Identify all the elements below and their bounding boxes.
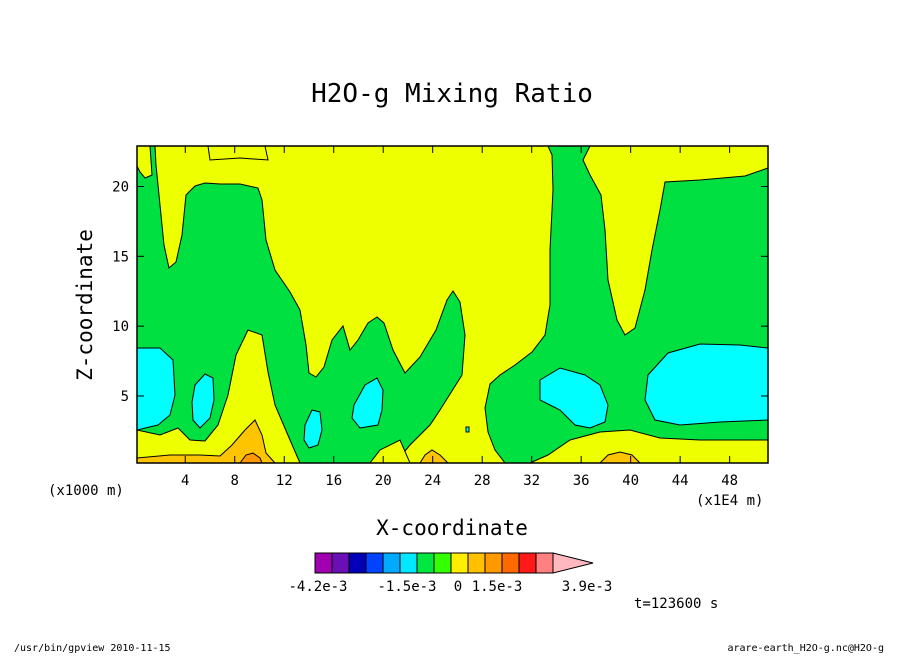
y-axis-title: Z-coordinate [73,229,97,381]
y-tick-label: 20 [112,179,129,195]
cyan-region-left-edge [137,347,176,431]
x-tick-label: 48 [721,473,738,489]
colorbar-swatch [450,552,469,574]
x-tick-label: 28 [474,473,491,489]
cyan-region-x14 [303,409,323,449]
cyan-region-right [644,343,768,426]
colorbar-swatch [501,552,520,574]
y-tick-label: 10 [112,319,129,335]
colorbar-label: -4.2e-3 [288,579,347,595]
yellow-top-gap [207,146,269,161]
upper-yellow-region [154,146,554,463]
x-tick-label: 16 [325,473,342,489]
cyan-dot-x27 [465,426,470,433]
colorbar-swatch [314,552,333,574]
colorbar-label: 1.5e-3 [472,579,523,595]
yellow-bottom-center [369,439,411,463]
orange-region-left [137,419,276,463]
x-axis-title: X-coordinate [376,516,528,540]
x-tick-label: 40 [622,473,639,489]
colorbar-swatch [518,552,537,574]
x-unit-left: (x1000 m) [48,483,124,499]
colorbar-swatch [484,552,503,574]
x-tick-label: 12 [276,473,293,489]
chart-title: H2O-g Mixing Ratio [311,79,593,109]
x-tick-label: 44 [672,473,689,489]
colorbar-swatch [535,552,554,574]
orange-region-right [599,451,641,463]
colorbar-swatch [399,552,418,574]
footer-left: /usr/bin/gpview 2010-11-15 [14,643,171,654]
x-tick-label: 4 [181,473,189,489]
x-tick-label: 32 [523,473,540,489]
colorbar-swatch [416,552,435,574]
colorbar-swatch [382,552,401,574]
yellow-top-left-strip [137,146,153,179]
cyan-region-x19 [351,377,384,429]
y-tick-label: 5 [121,389,129,405]
x-axis-ticks: 4 8 12 16 20 24 28 32 36 40 44 48 [181,146,738,489]
y-tick-label: 15 [112,249,129,265]
cyan-region-x36 [539,367,609,429]
colorbar [314,552,594,574]
plot-frame [136,145,769,464]
colorbar-extension-arrow [552,552,594,574]
time-label: t=123600 s [634,596,718,612]
colorbar-swatch [331,552,350,574]
x-unit-right: (x1E4 m) [696,493,763,509]
y-axis-ticks: 5 10 15 20 [112,179,768,405]
x-tick-label: 8 [231,473,239,489]
colorbar-label: 0 [454,579,462,595]
colorbar-labels: -4.2e-3 -1.5e-3 0 1.5e-3 3.9e-3 [288,579,612,595]
contour-field [137,146,768,463]
colorbar-swatch [433,552,452,574]
x-tick-label: 24 [424,473,441,489]
orange-region-center [419,449,449,463]
lower-right-yellow-strip [529,429,768,463]
yellow-top-right-region [582,146,768,336]
colorbar-swatch [467,552,486,574]
footer-right: arare-earth_H2O-g.nc@H2O-g [727,643,884,654]
colorbar-label: -1.5e-3 [377,579,436,595]
deep-orange-patch [239,452,263,463]
colorbar-swatch [348,552,367,574]
x-tick-label: 36 [573,473,590,489]
cyan-region-x5 [191,373,215,429]
colorbar-label: 3.9e-3 [562,579,613,595]
x-tick-label: 20 [375,473,392,489]
colorbar-swatch [365,552,384,574]
